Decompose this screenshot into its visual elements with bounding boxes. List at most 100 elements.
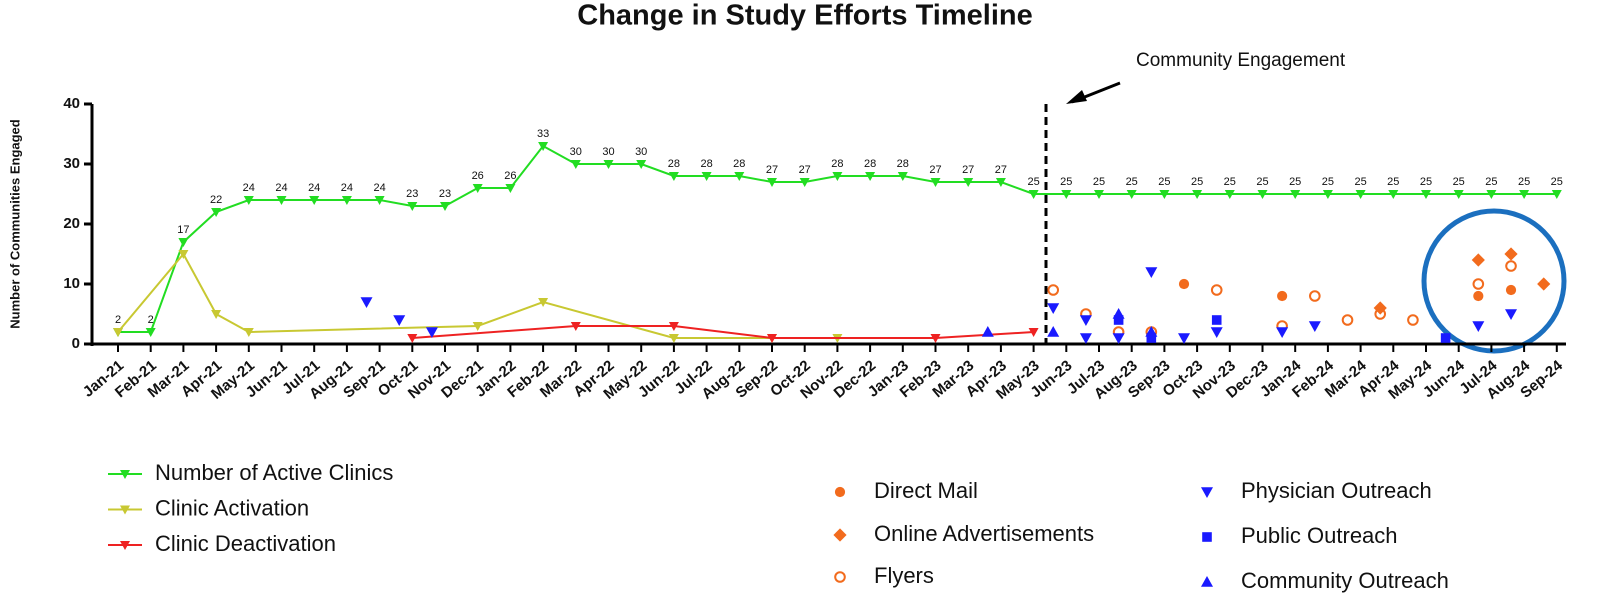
point [963,178,974,187]
scatter-point [1047,326,1060,337]
scatter-point [1505,284,1517,296]
data-label: 33 [537,128,549,140]
data-label: 22 [210,194,222,206]
scatter-point [1047,284,1060,296]
y-tick-label: 40 [63,95,80,112]
scatter-point [1505,309,1518,320]
scatter-point [1178,278,1190,290]
point [1159,190,1170,199]
point [930,334,941,343]
scatter-point [981,326,994,337]
series-line [412,325,1034,339]
data-label: 24 [243,182,255,194]
scatter-point [1373,301,1387,315]
point [1388,190,1399,199]
point [113,328,123,337]
data-label: 28 [897,158,909,170]
y-tick-label: 30 [63,155,80,172]
point [897,172,908,181]
legend-marker [1201,576,1213,587]
legend-label: Community Outreach [1241,568,1449,593]
point [1028,328,1039,337]
data-label: 28 [668,158,680,170]
scatter-point [1210,327,1223,338]
legend-marker [120,505,130,515]
legend-label: Public Outreach [1241,523,1398,548]
data-label: 25 [1453,176,1465,188]
data-label: 24 [341,182,353,194]
scatter-point [1504,247,1518,261]
point [701,172,712,181]
data-label: 25 [1289,176,1301,188]
data-label: 24 [275,182,287,194]
legend-label: Flyers [874,563,934,588]
legend-label: Clinic Activation [155,495,309,520]
point [211,310,222,319]
point [276,196,287,205]
legend-label: Physician Outreach [1241,478,1432,503]
data-label: 27 [962,164,974,176]
data-label: 2 [148,314,154,326]
data-label: 23 [406,188,418,200]
scatter-point [1473,290,1484,302]
scatter-point [1537,277,1551,291]
annotation: Community Engagement [1136,50,1346,71]
y-tick-label: 20 [63,215,80,232]
point [243,328,254,337]
data-label: 24 [308,182,320,194]
y-tick-label: 0 [72,335,80,352]
data-label: 25 [1093,176,1105,188]
point [178,238,189,247]
chart-title: Change in Study Efforts Timeline [577,0,1032,32]
point [995,178,1006,187]
scatter-point [393,315,406,326]
scatter-point [1471,253,1485,267]
data-label: 27 [766,164,778,176]
point [309,196,320,205]
point [407,334,418,343]
point [1257,190,1268,199]
data-label: 25 [1060,176,1072,188]
point [636,160,647,169]
point [668,172,679,181]
legend-label: Direct Mail [874,478,978,503]
point [1224,190,1235,199]
point [1355,190,1366,199]
data-label: 17 [177,224,189,236]
data-label: 2 [115,314,121,326]
point [1421,190,1431,199]
point [570,322,581,331]
point [668,334,679,343]
data-label: 26 [472,170,484,182]
scatter-point [1211,315,1222,325]
data-label: 25 [1387,176,1399,188]
data-label: 27 [799,164,811,176]
point [538,142,549,151]
data-label: 27 [929,164,941,176]
point [538,298,549,307]
point [1192,190,1203,199]
scatter-point [1472,278,1485,290]
point [374,196,385,205]
point [1486,190,1497,199]
point [1551,190,1562,199]
point [1322,190,1333,199]
scatter-point [1309,290,1321,302]
data-label: 30 [635,146,647,158]
scatter-point [1374,308,1387,320]
scatter-point [1112,333,1125,344]
point [505,184,516,193]
data-label: 23 [439,188,451,200]
data-label: 25 [1420,176,1432,188]
point [668,322,679,331]
scatter-point [360,297,373,308]
data-label: 25 [1126,176,1138,188]
point [440,202,450,211]
scatter-point [1472,321,1485,332]
data-label: 26 [504,170,516,182]
point [472,322,483,331]
scatter-point [1210,284,1223,296]
point [1453,190,1464,199]
point [341,196,352,205]
data-label: 24 [373,182,385,194]
